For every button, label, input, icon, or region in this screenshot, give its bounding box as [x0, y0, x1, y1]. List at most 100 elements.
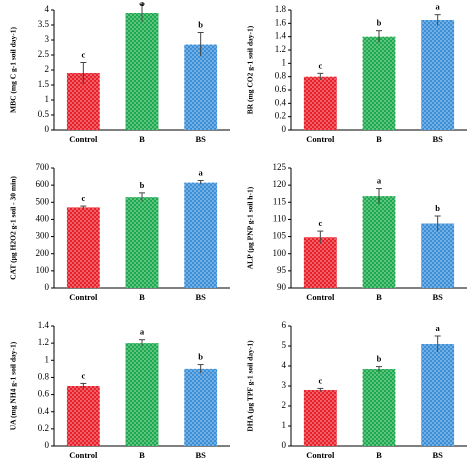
y-tick-label: 2.5 [38, 49, 50, 59]
bar [125, 13, 159, 130]
significance-letter: b [198, 19, 203, 29]
y-tick-label: 1.2 [38, 337, 49, 347]
x-tick-label: B [139, 134, 145, 144]
y-axis-label: UA (mg NH4 g-1 soil day-1) [9, 341, 18, 430]
significance-letter: a [199, 167, 204, 177]
y-tick-label: 0 [282, 124, 287, 134]
significance-letter: c [81, 193, 85, 203]
bar [303, 76, 337, 130]
y-tick-label: 0.8 [38, 371, 50, 381]
y-tick-label: 1 [282, 420, 287, 430]
significance-letter: c [318, 375, 322, 385]
y-tick-label: 0 [45, 282, 50, 292]
y-tick-label: 0.2 [275, 111, 286, 121]
y-axis-label: MBC (mg C g-1 soil day-1) [9, 26, 18, 113]
y-tick-label: 120 [273, 179, 287, 189]
y-tick-label: 3 [282, 380, 287, 390]
significance-letter: a [436, 2, 441, 12]
bar [66, 386, 100, 446]
y-tick-label: 300 [36, 231, 50, 241]
y-tick-label: 1 [282, 57, 287, 67]
x-tick-label: B [376, 292, 382, 302]
y-tick-label: 3 [45, 34, 50, 44]
bar [421, 223, 455, 288]
x-tick-label: BS [195, 292, 206, 302]
significance-letter: b [198, 352, 203, 362]
y-tick-label: 95 [277, 265, 287, 275]
y-tick-label: 1.4 [275, 31, 287, 41]
significance-letter: b [377, 354, 382, 364]
y-axis-label: DHA (µg TPF g-1 soil day-1) [246, 340, 255, 432]
x-tick-label: BS [195, 450, 206, 460]
y-tick-label: 115 [273, 196, 287, 206]
x-tick-label: B [376, 134, 382, 144]
bar [303, 390, 337, 446]
bar [362, 369, 396, 446]
significance-letter: c [81, 370, 85, 380]
x-tick-label: Control [306, 450, 335, 460]
x-tick-label: B [139, 292, 145, 302]
x-tick-label: Control [69, 134, 98, 144]
significance-letter: b [435, 203, 440, 213]
bar [66, 207, 100, 288]
significance-letter: c [318, 218, 322, 228]
x-tick-label: Control [69, 292, 98, 302]
y-tick-label: 1.8 [275, 4, 287, 14]
x-tick-label: BS [432, 292, 443, 302]
x-tick-label: BS [432, 134, 443, 144]
y-tick-label: 500 [36, 196, 50, 206]
y-tick-label: 110 [273, 213, 287, 223]
y-tick-label: 105 [273, 231, 287, 241]
x-tick-label: Control [306, 292, 335, 302]
significance-letter: a [377, 176, 382, 186]
y-tick-label: 1 [45, 354, 50, 364]
bar [362, 196, 396, 288]
y-tick-label: 0.4 [275, 97, 287, 107]
y-tick-label: 0.6 [38, 389, 50, 399]
y-tick-label: 0 [282, 440, 287, 450]
y-tick-label: 5 [282, 340, 287, 350]
significance-letter: b [140, 180, 145, 190]
significance-letter: a [140, 0, 145, 8]
significance-letter: a [436, 323, 441, 333]
y-tick-label: 0.8 [275, 71, 287, 81]
x-tick-label: BS [195, 134, 206, 144]
y-tick-label: 6 [282, 320, 287, 330]
y-tick-label: 1.4 [38, 320, 50, 330]
bar [125, 343, 159, 446]
bar [362, 36, 396, 130]
y-axis-label: BR (mg CO2 g-1 soil day-1) [246, 25, 255, 114]
y-tick-label: 100 [36, 265, 50, 275]
y-tick-label: 0.4 [38, 406, 50, 416]
significance-letter: c [318, 60, 322, 70]
y-axis-label: CAT (µg H2O2 g-1 soil - 30 min) [9, 176, 18, 280]
y-tick-label: 0 [45, 124, 50, 134]
x-tick-label: BS [432, 450, 443, 460]
x-tick-label: Control [306, 134, 335, 144]
y-tick-label: 0.2 [38, 423, 49, 433]
y-tick-label: 1.6 [275, 17, 287, 27]
y-tick-label: 2 [45, 64, 50, 74]
y-tick-label: 4 [282, 360, 287, 370]
y-tick-label: 1.2 [275, 44, 286, 54]
y-tick-label: 0 [45, 440, 50, 450]
y-tick-label: 200 [36, 248, 50, 258]
bar [184, 44, 218, 130]
significance-letter: a [140, 327, 145, 337]
x-tick-label: B [139, 450, 145, 460]
y-tick-label: 125 [273, 162, 287, 172]
y-tick-label: 1.5 [38, 79, 50, 89]
y-tick-label: 600 [36, 179, 50, 189]
y-tick-label: 400 [36, 213, 50, 223]
y-tick-label: 90 [277, 282, 287, 292]
y-tick-label: 2 [282, 400, 287, 410]
y-tick-label: 0.5 [38, 109, 50, 119]
y-axis-label: ALP (µg PNP g-1 soil h-1) [246, 186, 255, 269]
bar [303, 237, 337, 288]
bar [421, 344, 455, 446]
x-tick-label: B [376, 450, 382, 460]
y-tick-label: 3.5 [38, 19, 50, 29]
y-tick-label: 4 [45, 4, 50, 14]
bar [421, 20, 455, 130]
